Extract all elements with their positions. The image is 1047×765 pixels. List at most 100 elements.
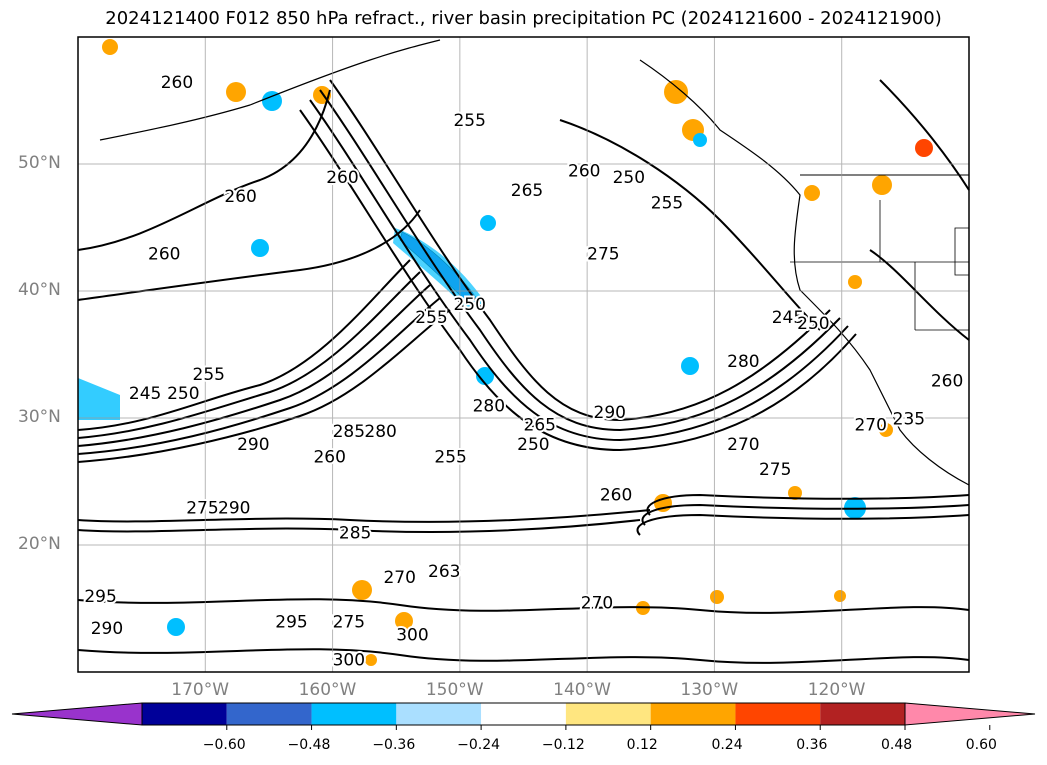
- colorbar-swatch: [565, 703, 651, 725]
- map-frame: [77, 36, 970, 673]
- contour-label: 255: [651, 193, 683, 213]
- contour-label: 255: [434, 447, 466, 467]
- contour-label: 250: [613, 168, 645, 188]
- contour-line: [77, 209, 421, 301]
- colorbar-tick-label: −0.24: [457, 737, 501, 753]
- colorbar-swatch: [226, 703, 312, 725]
- contour-label: 270: [581, 594, 613, 614]
- colorbar-swatch: [735, 703, 821, 725]
- positive-anomaly-blob: [804, 185, 820, 201]
- colorbar-tick-label: −0.60: [202, 737, 246, 753]
- negative-anomaly-west-edge: [78, 378, 120, 420]
- contour-label: 295: [275, 613, 307, 633]
- positive-anomaly-blob: [834, 590, 846, 602]
- negative-anomaly-blob: [681, 357, 699, 375]
- contour-label: 265: [524, 416, 556, 436]
- contour-label: 255: [193, 365, 225, 385]
- negative-anomaly-blob: [262, 91, 282, 111]
- contour-label: 270: [854, 416, 886, 436]
- contour-label: 300: [333, 651, 365, 671]
- lon-tick-label: 150°W: [425, 680, 484, 700]
- contour-line: [879, 79, 970, 191]
- contour-label: 260: [326, 168, 358, 188]
- contour-label: 250: [167, 384, 199, 404]
- colorbar-tick-label: −0.12: [541, 737, 585, 753]
- contour-line: [636, 513, 970, 536]
- contour-label: 280: [727, 352, 759, 372]
- contour-line: [641, 503, 970, 526]
- positive-anomaly-blob: [664, 80, 688, 104]
- colorbar-tick-label: −0.48: [287, 737, 331, 753]
- positive-anomaly-blob: [352, 580, 372, 600]
- contour-label: 270: [727, 435, 759, 455]
- positive-anomaly-blob: [365, 654, 377, 666]
- contour-line: [77, 297, 441, 455]
- contour-label: 260: [568, 162, 600, 182]
- contour-label: 280: [364, 422, 396, 442]
- contour-label: 260: [224, 187, 256, 207]
- contour-label: 275: [186, 498, 218, 518]
- contour-label: 235: [893, 409, 925, 429]
- contour-label: 260: [931, 371, 963, 391]
- graticule: [78, 37, 969, 672]
- contour-label: 245: [129, 384, 161, 404]
- colorbar-swatch: [820, 703, 905, 725]
- contour-line: [77, 271, 421, 439]
- positive-anomaly-blob: [710, 590, 724, 604]
- contour-label: 275: [333, 613, 365, 633]
- positive-anomaly-blob: [102, 39, 118, 55]
- positive-anomaly-blob: [788, 486, 802, 500]
- contour-line: [559, 119, 821, 331]
- colorbar-extend-min: [11, 702, 143, 726]
- colorbar-swatch: [396, 703, 482, 725]
- contour-line: [319, 89, 841, 432]
- lon-tick-label: 160°W: [298, 680, 357, 700]
- north-america-west-coast: [639, 59, 970, 486]
- contour-label: 260: [148, 244, 180, 264]
- colorbar-tick-label: 0.48: [881, 737, 913, 753]
- negative-anomaly-blob: [693, 133, 707, 147]
- contour-line: [77, 648, 970, 664]
- colorbar-tick-label: 0.60: [965, 737, 997, 753]
- contour-label: 290: [237, 435, 269, 455]
- contour-line: [77, 259, 411, 431]
- contour-label: 270: [383, 568, 415, 588]
- colorbar-swatch: [142, 703, 227, 725]
- contour-label: 250: [453, 295, 485, 315]
- contour-line: [646, 493, 970, 516]
- contour-label: 245: [772, 308, 804, 328]
- lat-tick-label: 50°N: [18, 153, 61, 173]
- contour-line: [77, 284, 431, 447]
- positive-anomaly-blob: [915, 139, 933, 157]
- colorbar-swatch: [650, 703, 736, 725]
- positive-anomaly-blob: [848, 275, 862, 289]
- contour-label: 285: [339, 524, 371, 544]
- contour-label: 255: [453, 111, 485, 131]
- contour-label: 275: [759, 460, 791, 480]
- negative-anomaly-blob: [167, 618, 185, 636]
- contour-label: 250: [797, 314, 829, 334]
- alaska-coast: [99, 39, 441, 141]
- negative-anomaly-outer: [393, 228, 485, 310]
- contour-line: [299, 109, 857, 452]
- contour-label: 265: [511, 181, 543, 201]
- lon-tick-label: 120°W: [807, 680, 866, 700]
- contour-label: 250: [517, 435, 549, 455]
- contour-label: 290: [91, 619, 123, 639]
- colorbar-tick-label: 0.36: [796, 737, 828, 753]
- contour-line: [77, 519, 641, 533]
- colorbar: [11, 702, 1036, 730]
- contour-line: [309, 99, 849, 442]
- colorbar-swatch: [481, 703, 566, 725]
- colorbar-swatch: [311, 703, 397, 725]
- contour-line: [329, 79, 831, 422]
- contour-label: 275: [587, 244, 619, 264]
- contour-label: 280: [473, 397, 505, 417]
- map-background: [78, 37, 969, 672]
- contour-label: 260: [313, 447, 345, 467]
- contour-label: 300: [396, 625, 428, 645]
- contour-line: [77, 509, 651, 523]
